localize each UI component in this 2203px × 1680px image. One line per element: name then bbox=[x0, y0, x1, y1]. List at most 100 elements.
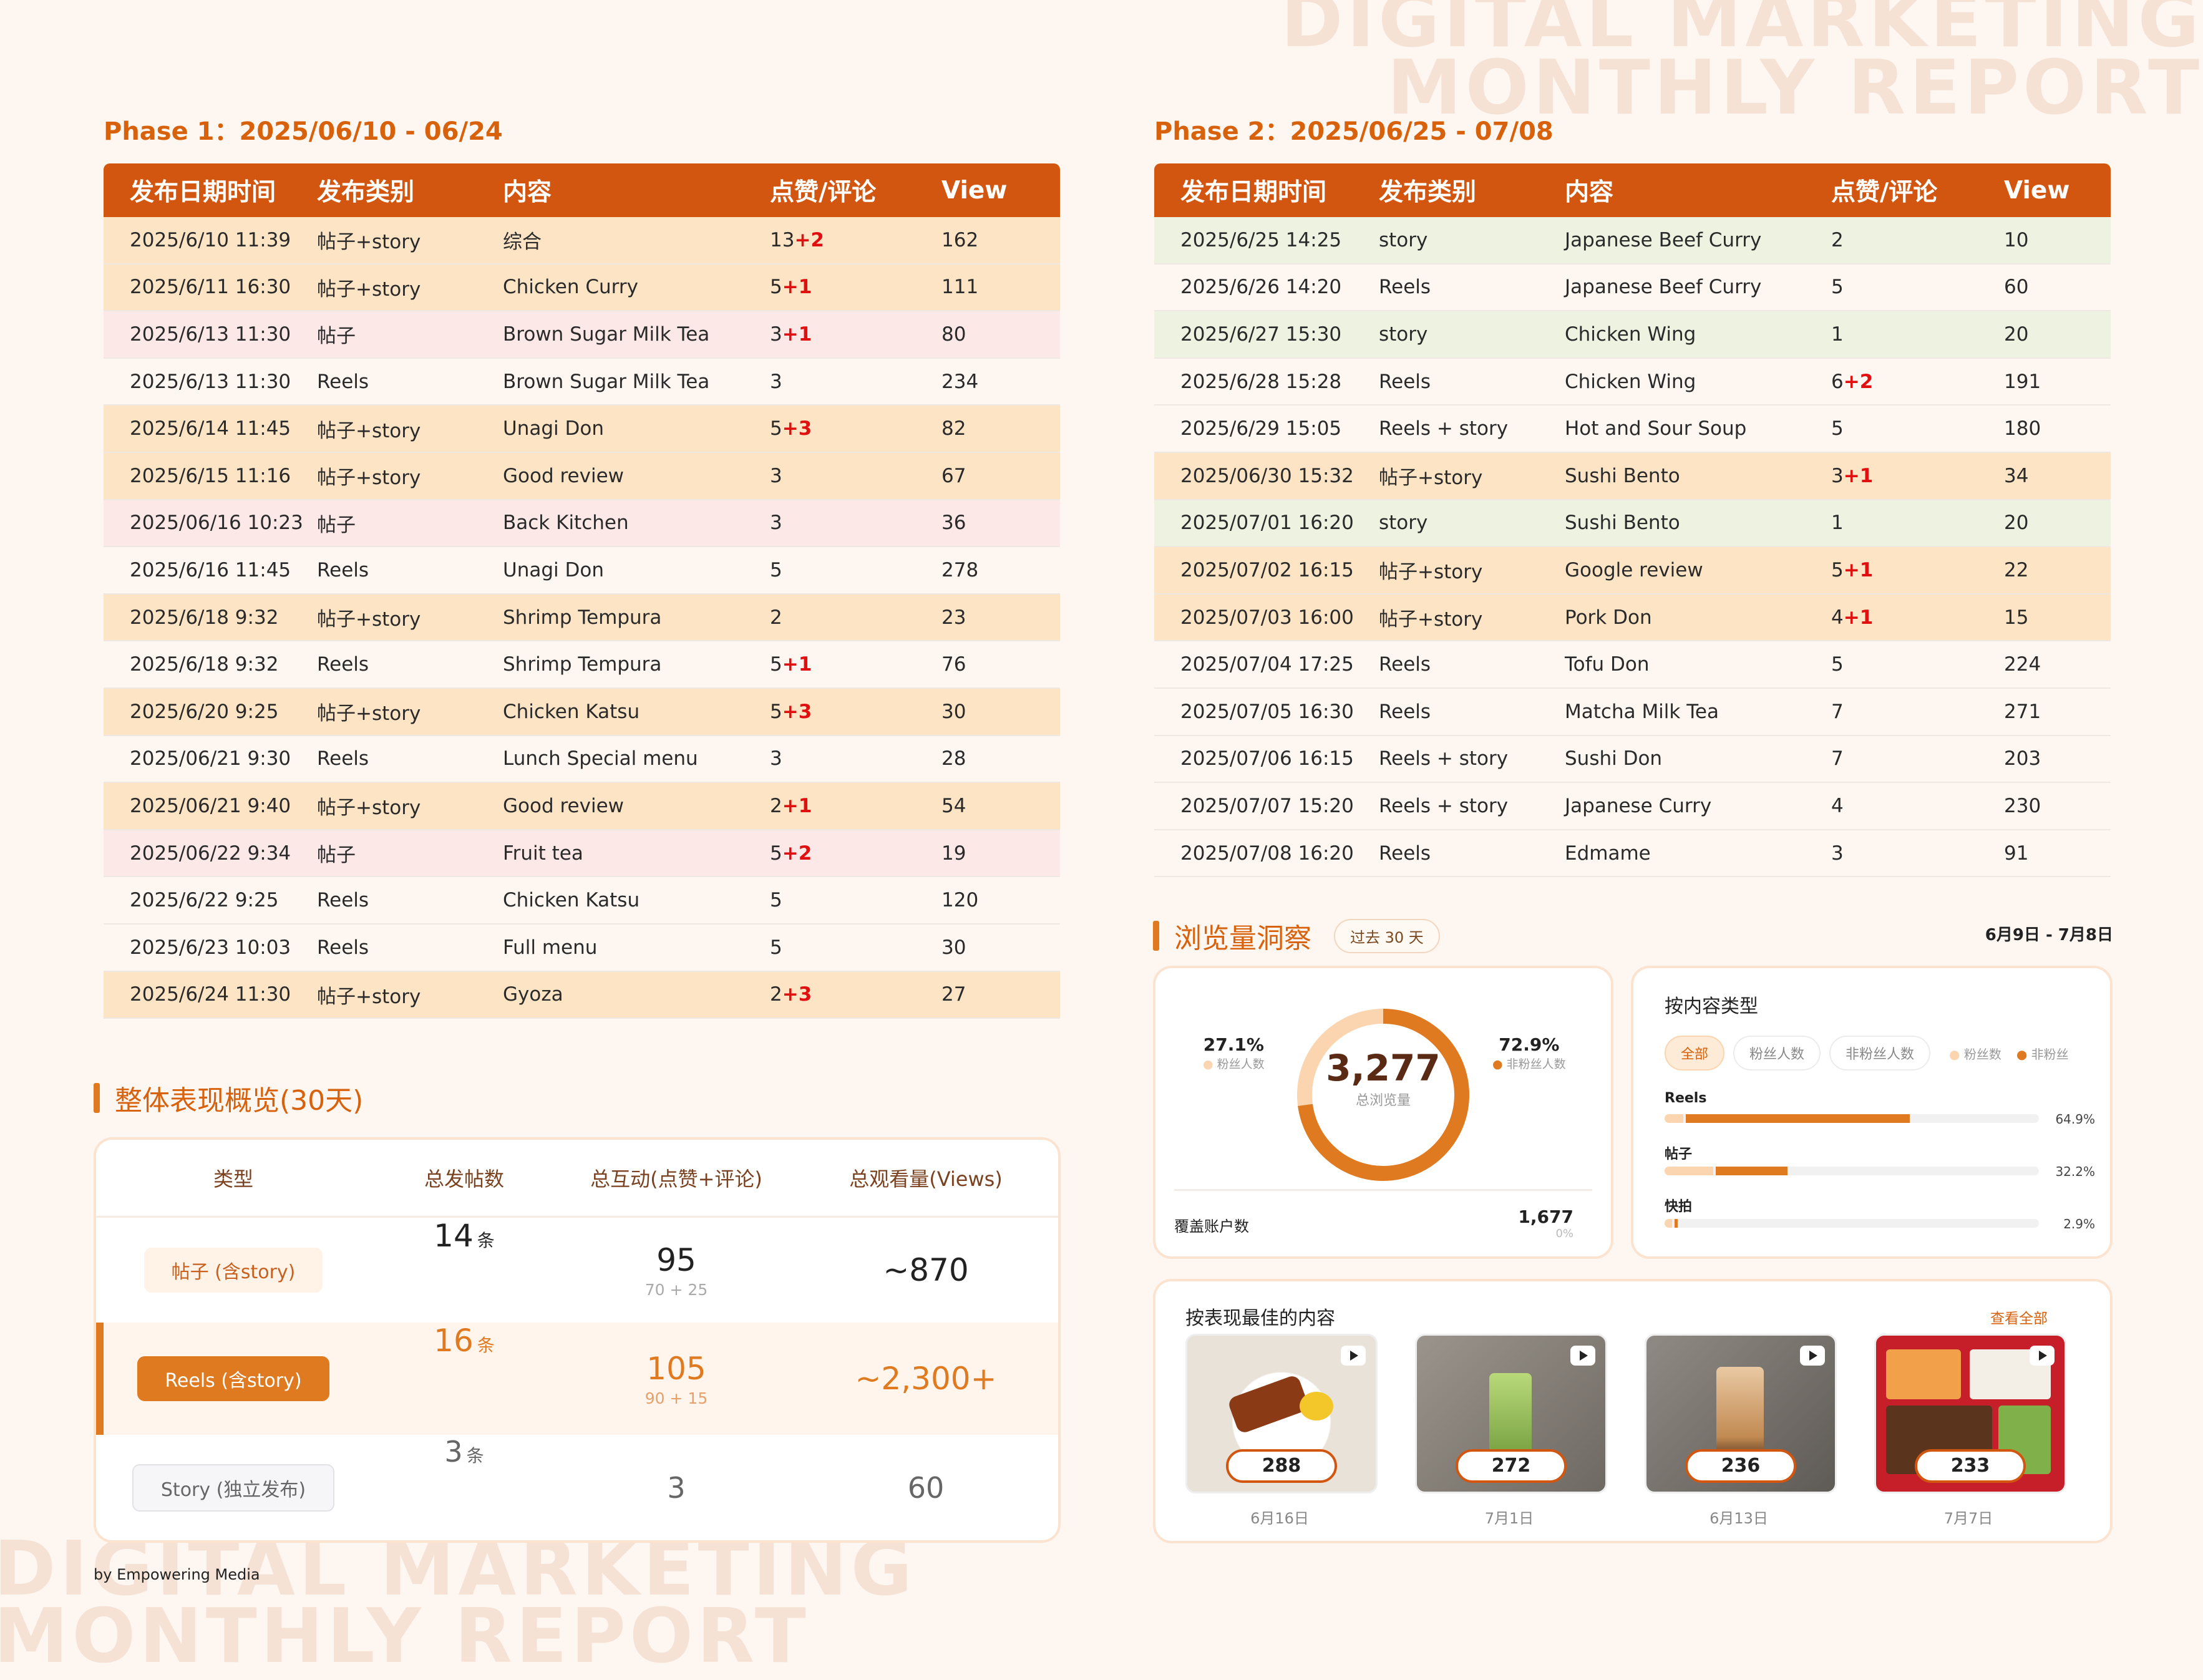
best-content-thumb-4[interactable]: 233 bbox=[1874, 1334, 2066, 1493]
post-content: 综合 bbox=[477, 217, 744, 265]
table-row: 2025/07/04 17:25 Reels Tofu Don 5 224 bbox=[1154, 641, 2111, 689]
likes-value: 4 bbox=[1831, 606, 1844, 629]
view-count: 54 bbox=[915, 782, 1060, 830]
table-row: 2025/06/21 9:30 Reels Lunch Special menu 3 2… bbox=[104, 735, 1060, 784]
post-date: 2025/6/23 10:03 bbox=[104, 923, 291, 972]
content-type-title: 按内容类型 bbox=[1665, 996, 1758, 1017]
likes-value: 2 bbox=[770, 983, 782, 1006]
likes-comments: 3 bbox=[744, 735, 915, 784]
interaction-breakdown: 90 + 15 bbox=[644, 1389, 708, 1407]
post-type: Reels bbox=[1353, 263, 1539, 312]
likes-comments: 7 bbox=[1805, 687, 1978, 736]
view-count: 67 bbox=[915, 452, 1060, 500]
best-content-card: 按表现最佳的内容 查看全部 288 6月16日 272 7月1日 236 6月1… bbox=[1153, 1279, 2113, 1543]
post-type: Reels bbox=[1353, 641, 1539, 689]
table-row: 2025/6/25 14:25 story Japanese Beef Curry 2… bbox=[1154, 217, 2111, 265]
post-type: Reels bbox=[291, 876, 477, 925]
count-unit: 条 bbox=[477, 1335, 495, 1356]
post-type: 帖子+story bbox=[291, 452, 477, 500]
interaction-total: 3 bbox=[667, 1471, 686, 1505]
post-date: 2025/07/06 16:15 bbox=[1154, 735, 1354, 784]
post-content: Chicken Wing bbox=[1539, 311, 1805, 359]
best-content-title: 按表现最佳的内容 bbox=[1185, 1308, 1335, 1329]
comments-increment: +2 bbox=[794, 228, 824, 251]
view-count: 30 bbox=[915, 687, 1060, 736]
post-content: Pork Don bbox=[1539, 593, 1805, 642]
best-content-thumb-3[interactable]: 236 bbox=[1645, 1334, 1837, 1493]
post-date: 2025/06/21 9:30 bbox=[104, 735, 291, 784]
post-date: 2025/07/08 16:20 bbox=[1154, 829, 1354, 878]
post-count: 16 bbox=[434, 1323, 474, 1359]
view-count-badge: 233 bbox=[1915, 1449, 2026, 1483]
best-content-thumb-2[interactable]: 272 bbox=[1415, 1334, 1607, 1493]
likes-comments: 5+1 bbox=[744, 641, 915, 689]
post-date: 2025/6/18 9:32 bbox=[104, 593, 291, 642]
interaction-total: 105 bbox=[646, 1350, 706, 1387]
type-badge: Reels (含story) bbox=[137, 1356, 329, 1401]
likes-comments: 5 bbox=[744, 876, 915, 925]
view-count: 20 bbox=[1978, 499, 2111, 548]
likes-comments: 7 bbox=[1805, 735, 1978, 784]
post-date: 2025/6/24 11:30 bbox=[104, 971, 291, 1019]
views-total: ~870 bbox=[883, 1252, 969, 1288]
content-type-pct: 64.9% bbox=[2055, 1112, 2095, 1127]
col-header: 内容 bbox=[477, 163, 744, 217]
likes-comments: 4 bbox=[1805, 782, 1978, 830]
post-type: 帖子+story bbox=[291, 263, 477, 312]
view-count: 60 bbox=[1978, 263, 2111, 312]
table-row: 2025/6/18 9:32 帖子+story Shrimp Tempura 2 23 bbox=[104, 593, 1060, 642]
table-row: 2025/6/24 11:30 帖子+story Gyoza 2+3 27 bbox=[104, 971, 1060, 1019]
post-content: Back Kitchen bbox=[477, 499, 744, 548]
post-count: 14 bbox=[434, 1218, 474, 1254]
phase1-table: 发布日期时间 发布类别 内容 点赞/评论 View 2025/6/10 11:3… bbox=[104, 163, 1060, 1019]
likes-value: 5 bbox=[770, 700, 782, 723]
likes-comments: 4+1 bbox=[1805, 593, 1978, 642]
post-date: 2025/6/13 11:30 bbox=[104, 357, 291, 406]
post-content: Shrimp Tempura bbox=[477, 641, 744, 689]
post-type: 帖子+story bbox=[1353, 546, 1539, 595]
likes-comments: 1 bbox=[1805, 311, 1978, 359]
date-range: 6月9日 - 7月8日 bbox=[1985, 926, 2113, 944]
post-content: Brown Sugar Milk Tea bbox=[477, 357, 744, 406]
post-content: Good review bbox=[477, 782, 744, 830]
post-date: 2025/6/15 11:16 bbox=[104, 452, 291, 500]
post-content: Full menu bbox=[477, 923, 744, 972]
period-filter[interactable]: 过去 30 天 bbox=[1334, 918, 1440, 953]
view-count: 30 bbox=[915, 923, 1060, 972]
likes-value: 3 bbox=[770, 464, 782, 487]
view-count: 19 bbox=[915, 829, 1060, 878]
best-content-thumb-1[interactable]: 288 bbox=[1185, 1334, 1378, 1493]
food-image bbox=[1227, 1374, 1310, 1435]
segment-all[interactable]: 全部 bbox=[1665, 1036, 1725, 1071]
view-count: 234 bbox=[915, 357, 1060, 406]
views-total: ~2,300+ bbox=[855, 1361, 997, 1397]
table-row: 2025/6/10 11:39 帖子+story 综合 13+2 162 bbox=[104, 217, 1060, 265]
post-content: Google review bbox=[1539, 546, 1805, 595]
segment-followers[interactable]: 粉丝人数 bbox=[1733, 1036, 1821, 1071]
reach-value: 1,677 bbox=[1518, 1207, 1573, 1227]
likes-comments: 3 bbox=[744, 499, 915, 548]
table-row: 2025/6/20 9:25 帖子+story Chicken Katsu 5+3 30 bbox=[104, 687, 1060, 736]
likes-comments: 5+1 bbox=[1805, 546, 1978, 595]
view-count: 22 bbox=[1978, 546, 2111, 595]
accent-bar bbox=[94, 1083, 100, 1113]
content-type-label: Reels bbox=[1665, 1090, 1707, 1106]
view-count: 20 bbox=[1978, 311, 2111, 359]
post-date: 2025/6/11 16:30 bbox=[104, 263, 291, 312]
likes-comments: 5 bbox=[1805, 263, 1978, 312]
comments-increment: +1 bbox=[782, 276, 812, 299]
table-row: 2025/07/01 16:20 story Sushi Bento 1 20 bbox=[1154, 499, 2111, 548]
table-row: 2025/06/30 15:32 帖子+story Sushi Bento 3+1 34 bbox=[1154, 452, 2111, 500]
post-type: Reels bbox=[291, 641, 477, 689]
comments-increment: +1 bbox=[1843, 606, 1874, 629]
table-row: 2025/06/22 9:34 帖子 Fruit tea 5+2 19 bbox=[104, 829, 1060, 878]
post-content: Japanese Curry bbox=[1539, 782, 1805, 830]
post-content: Japanese Beef Curry bbox=[1539, 263, 1805, 312]
segment-nonfollowers[interactable]: 非粉丝人数 bbox=[1829, 1036, 1931, 1071]
post-date: 2025/6/14 11:45 bbox=[104, 405, 291, 453]
view-all-link[interactable]: 查看全部 bbox=[1990, 1311, 2048, 1327]
likes-value: 7 bbox=[1831, 747, 1844, 770]
post-content: Gyoza bbox=[477, 971, 744, 1019]
col-header: 发布类别 bbox=[291, 163, 477, 217]
likes-value: 3 bbox=[770, 323, 782, 346]
